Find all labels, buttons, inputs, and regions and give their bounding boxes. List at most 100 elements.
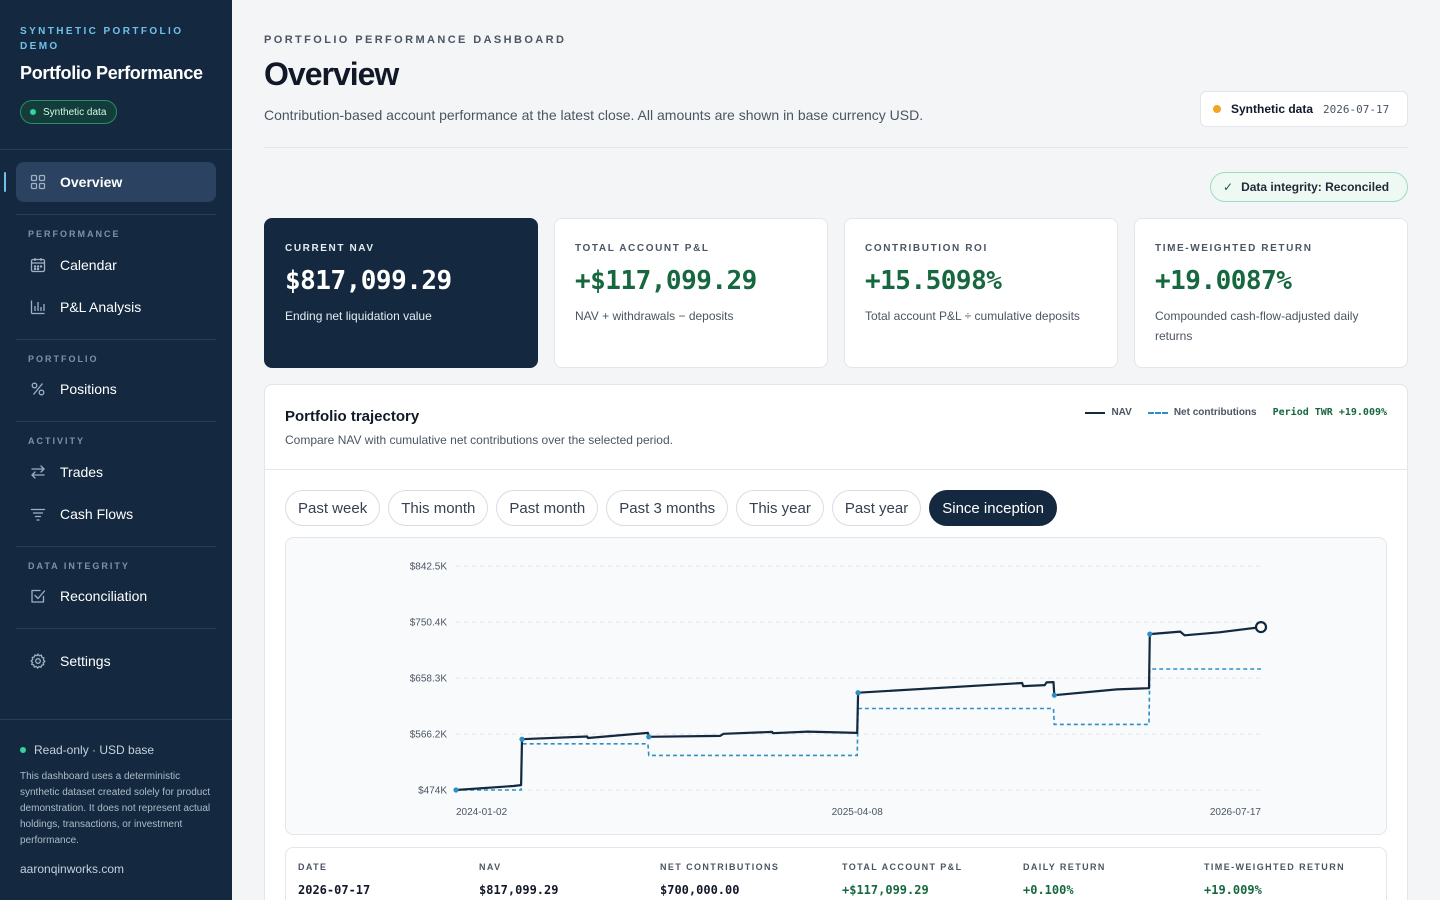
legend-label: Net contributions [1173, 407, 1257, 418]
kpi-value: +19.0087% [1155, 266, 1292, 296]
divider [0, 149, 232, 150]
summary-value: +0.100% [1023, 883, 1074, 897]
step-marker [646, 734, 652, 740]
page-subtitle: Contribution-based account performance a… [264, 107, 924, 123]
summary-label: NET CONTRIBUTIONS [660, 862, 780, 872]
sidebar-item-label: Calendar [60, 257, 117, 273]
divider [16, 421, 216, 422]
calendar-icon [30, 258, 46, 273]
brand-eyebrow: SYNTHETIC PORTFOLIO DEMO [20, 26, 184, 52]
range-pill-this-month[interactable]: This month [388, 490, 489, 526]
page-title: Overview [264, 56, 399, 92]
summary-col-net-contributions: NET CONTRIBUTIONS $700,000.00 [660, 862, 779, 897]
step-marker [453, 787, 459, 793]
step-marker [1051, 692, 1057, 698]
kpi-desc: Compounded cash-flow-adjusted daily retu… [1155, 309, 1359, 343]
kpi-desc: Total account P&L ÷ cumulative deposits [865, 309, 1080, 323]
status-dot-icon [30, 109, 36, 115]
kpi-desc: Ending net liquidation value [285, 309, 432, 323]
brand-title: Portfolio Performance [20, 63, 203, 83]
panel-subtitle: Compare NAV with cumulative net contribu… [285, 433, 673, 447]
divider [265, 469, 1407, 470]
sidebar-item-label: Reconciliation [60, 588, 148, 604]
sidebar-item-trades[interactable]: Trades [16, 452, 216, 492]
summary-label: DAILY RETURN [1023, 862, 1106, 872]
chip-date: 2026-07-17 [1323, 102, 1390, 116]
checkbox-icon [31, 589, 46, 603]
net-contributions-line [456, 668, 1261, 791]
trajectory-panel: Portfolio trajectory Compare NAV with cu… [264, 384, 1408, 900]
kpi-label: TOTAL ACCOUNT P&L [575, 243, 710, 254]
kpi-value: +$117,099.29 [575, 266, 757, 296]
kpi-card-contribution-roi: CONTRIBUTION ROI +15.5098% Total account… [844, 218, 1118, 368]
kpi-label: TIME-WEIGHTED RETURN [1155, 243, 1313, 254]
sidebar-item-label: Trades [60, 464, 104, 480]
legend-period-twr: Period TWR +19.009% [1272, 407, 1387, 418]
legend-item-contributions: Net contributions [1147, 407, 1257, 418]
step-marker [855, 690, 861, 696]
divider [264, 147, 1408, 148]
summary-col-date: DATE 2026-07-17 [298, 862, 370, 897]
summary-col-nav: NAV $817,099.29 [479, 862, 558, 897]
sidebar-item-label: Cash Flows [60, 506, 134, 522]
synthetic-data-chip: Synthetic data 2026-07-17 [1200, 91, 1408, 127]
legend-label: NAV [1111, 407, 1132, 418]
section-label-portfolio: PORTFOLIO [28, 354, 99, 364]
summary-label: NAV [479, 862, 502, 872]
range-pill-past-month[interactable]: Past month [496, 490, 599, 526]
footer-link[interactable]: aaronqinworks.com [20, 862, 125, 876]
percent-icon [31, 382, 45, 396]
divider [16, 546, 216, 547]
bar-chart-icon [30, 300, 45, 315]
divider [16, 628, 216, 629]
divider [16, 339, 216, 340]
summary-row: DATE 2026-07-17 NAV $817,099.29 NET CONT… [285, 847, 1387, 900]
summary-value: $700,000.00 [660, 883, 740, 897]
summary-col-twr: TIME-WEIGHTED RETURN +19.009% [1204, 862, 1345, 897]
y-tick-label: $750.4K [410, 618, 448, 629]
range-pill-since-inception[interactable]: Since inception [929, 490, 1057, 526]
kpi-value: $817,099.29 [285, 266, 452, 296]
x-tick-label: 2025-04-08 [832, 807, 884, 818]
summary-value: +$117,099.29 [842, 883, 929, 897]
legend-swatch [1147, 411, 1168, 414]
x-tick-label: 2024-01-02 [456, 807, 508, 818]
sidebar-item-pnl-analysis[interactable]: P&L Analysis [16, 287, 216, 327]
sidebar-item-positions[interactable]: Positions [16, 369, 216, 409]
range-pill-this-year[interactable]: This year [736, 490, 824, 526]
sidebar-item-calendar[interactable]: Calendar [16, 245, 216, 285]
kpi-card-twr: TIME-WEIGHTED RETURN +19.0087% Compounde… [1134, 218, 1408, 368]
y-tick-label: $474K [418, 786, 447, 797]
filter-lines-icon [30, 508, 46, 521]
grid-icon [30, 174, 46, 190]
step-marker [1147, 631, 1153, 637]
nav-line [455, 626, 1262, 792]
range-pill-past-year[interactable]: Past year [831, 490, 922, 526]
chart-svg: $842.5K $750.4K $658.3K $566.2K $474K 2024-01… [410, 562, 1268, 818]
divider [16, 214, 216, 215]
footer-status-label: Read-only · USD base [34, 743, 155, 757]
swap-icon [31, 465, 45, 479]
sidebar-item-settings[interactable]: Settings [16, 641, 216, 681]
sidebar-item-reconciliation[interactable]: Reconciliation [16, 576, 216, 616]
section-label-data-integrity: DATA INTEGRITY [28, 561, 130, 571]
kpi-label: CONTRIBUTION ROI [865, 243, 988, 254]
summary-label: DATE [298, 862, 328, 872]
summary-label: TIME-WEIGHTED RETURN [1204, 862, 1345, 872]
sidebar-item-cash-flows[interactable]: Cash Flows [16, 494, 216, 534]
y-tick-label: $842.5K [410, 562, 448, 573]
range-pill-past-week[interactable]: Past week [285, 490, 381, 526]
summary-value: +19.009% [1204, 883, 1262, 897]
sidebar-item-label: P&L Analysis [60, 299, 142, 315]
range-selector: Past week This month Past month Past 3 m… [285, 490, 1057, 526]
nav-endpoint-marker [1254, 620, 1268, 634]
sidebar-item-label: Positions [60, 381, 117, 397]
divider [0, 719, 232, 720]
section-label-activity: ACTIVITY [28, 436, 86, 446]
sidebar-item-overview[interactable]: Overview [16, 162, 216, 202]
legend-item-nav: NAV [1085, 407, 1132, 418]
integrity-badge: ✓ Data integrity: Reconciled [1210, 172, 1408, 202]
range-pill-past-3-months[interactable]: Past 3 months [606, 490, 729, 526]
kpi-card-total-pnl: TOTAL ACCOUNT P&L +$117,099.29 NAV + wit… [554, 218, 828, 368]
section-label-performance: PERFORMANCE [28, 229, 121, 239]
